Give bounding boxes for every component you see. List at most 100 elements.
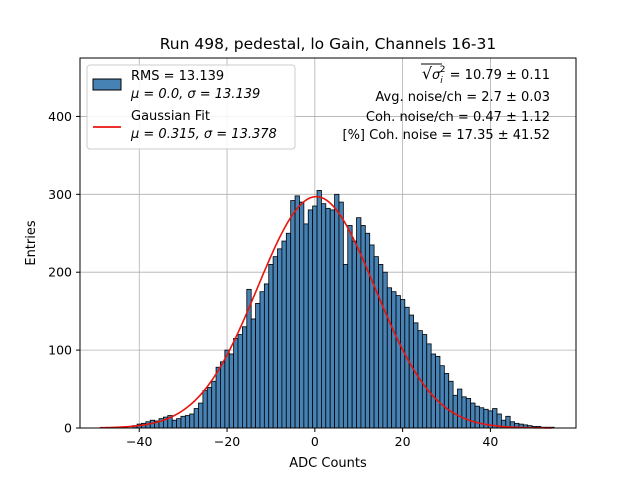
- y-tick-label: 400: [48, 109, 72, 124]
- sigma-symbol: σ: [432, 68, 441, 83]
- histogram-bar: [189, 413, 195, 429]
- x-tick-label: −20: [214, 434, 240, 449]
- histogram-bar: [461, 396, 467, 429]
- x-tick-label: −40: [126, 434, 152, 449]
- legend-histogram-stats: μ = 0.0, σ = 13.139: [130, 87, 260, 102]
- histogram-bar: [233, 338, 239, 429]
- histogram-bar: [329, 209, 335, 429]
- histogram-bar: [281, 240, 287, 429]
- histogram-bar: [206, 387, 213, 429]
- histogram-bar: [347, 225, 353, 429]
- coh-noise-annotation: Coh. noise/ch = 0.47 ± 1.12: [366, 110, 550, 125]
- legend-fit-label: Gaussian Fit: [131, 109, 210, 124]
- histogram-bar: [430, 353, 436, 429]
- histogram-bar: [382, 271, 388, 429]
- y-tick-label: 0: [64, 421, 72, 436]
- y-axis-label: Entries: [24, 220, 39, 266]
- histogram-bar: [268, 264, 274, 429]
- histogram-bar: [211, 380, 217, 429]
- histogram-bar: [395, 295, 401, 429]
- histogram-bar: [470, 402, 476, 429]
- legend-histogram-label: RMS = 13.139: [131, 69, 224, 84]
- noise-annotations: √σi2 = 10.79 ± 0.11 Avg. noise/ch = 2.7 …: [343, 63, 551, 143]
- x-tick-label: 0: [311, 434, 319, 449]
- histogram-bar: [180, 415, 186, 429]
- x-axis-label: ADC Counts: [289, 456, 367, 471]
- gaussian-fit-line: [99, 195, 552, 429]
- histogram-bar: [237, 334, 243, 429]
- histogram-bar: [369, 244, 375, 429]
- histogram-bar: [342, 264, 349, 429]
- x-tick-label: 20: [395, 434, 411, 449]
- y-tick-label: 300: [48, 187, 72, 202]
- y-tick-label: 100: [48, 343, 72, 358]
- histogram-bar: [272, 256, 278, 429]
- histogram-bar: [479, 407, 485, 429]
- histogram-bar: [378, 264, 384, 429]
- sigma-value: = 10.79 ± 0.11: [446, 68, 550, 83]
- histogram-bar: [316, 190, 322, 429]
- histogram-bar: [435, 355, 441, 429]
- histogram-bar: [373, 256, 379, 429]
- histogram-bar: [285, 232, 292, 429]
- histogram-bar: [171, 419, 177, 429]
- histogram-bar: [386, 287, 393, 429]
- histogram-bar: [452, 394, 458, 429]
- axes-frame: [79, 57, 577, 429]
- histogram-bar: [443, 373, 450, 429]
- histogram-bar: [176, 418, 182, 429]
- histogram-bar: [299, 201, 305, 429]
- histogram-bar: [193, 408, 199, 429]
- histogram-bar: [224, 349, 230, 429]
- histogram-bar: [325, 207, 331, 429]
- histogram-bar: [303, 223, 309, 429]
- histogram-bar: [448, 380, 454, 429]
- histogram-bar: [215, 366, 221, 429]
- histogram-bar: [474, 405, 480, 429]
- histogram-bar: [259, 291, 265, 429]
- histogram-bar: [364, 232, 371, 429]
- pct-coh-noise-annotation: [%] Coh. noise = 17.35 ± 41.52: [343, 128, 551, 143]
- histogram-bar: [220, 361, 226, 429]
- histogram-bar: [334, 193, 340, 429]
- histogram-bar: [400, 299, 406, 429]
- histogram-bar: [426, 343, 432, 429]
- histogram-bar: [307, 209, 314, 429]
- histogram-bar: [255, 302, 261, 429]
- histogram-bar: [457, 388, 463, 429]
- legend-histogram-swatch: [92, 78, 122, 91]
- histogram-bar: [404, 306, 410, 429]
- legend-box: [86, 64, 296, 150]
- legend-fit-stats: μ = 0.315, σ = 13.378: [130, 127, 277, 142]
- histogram-bar: [338, 201, 344, 429]
- histogram-bar: [312, 205, 318, 429]
- sigma-superscript: 2: [440, 65, 446, 75]
- histogram-bar: [351, 240, 357, 429]
- histogram-bar: [391, 291, 397, 429]
- histogram-bar: [421, 334, 428, 429]
- histogram-bar: [198, 402, 204, 429]
- sqrt-sign: √: [422, 64, 433, 83]
- histogram-bar: [408, 314, 414, 429]
- histogram-bar: [294, 195, 300, 429]
- x-axis-ticks: −40 −20 0 20 40: [126, 428, 498, 449]
- avg-noise-annotation: Avg. noise/ch = 2.7 ± 0.03: [375, 90, 550, 105]
- sigma-annotation: √σi2 = 10.79 ± 0.11: [422, 64, 550, 86]
- chart-title: Run 498, pedestal, lo Gain, Channels 16-…: [160, 35, 497, 53]
- histogram-bar: [321, 203, 327, 429]
- x-tick-label: 40: [482, 434, 498, 449]
- legend: RMS = 13.139 μ = 0.0, σ = 13.139 Gaussia…: [86, 64, 296, 150]
- histogram-bar: [465, 397, 472, 429]
- histogram-bar: [202, 390, 208, 429]
- sigma-subscript: i: [440, 76, 443, 86]
- histogram-bar: [242, 326, 248, 429]
- histogram-bar: [228, 353, 235, 429]
- y-tick-label: 200: [48, 265, 72, 280]
- histogram-bar: [250, 318, 256, 429]
- histogram-bar: [263, 283, 270, 429]
- histogram-bar: [290, 200, 296, 429]
- y-axis-ticks: 0 100 200 300 400: [48, 109, 80, 436]
- histogram-bar: [184, 415, 191, 429]
- histogram-bar: [439, 365, 445, 429]
